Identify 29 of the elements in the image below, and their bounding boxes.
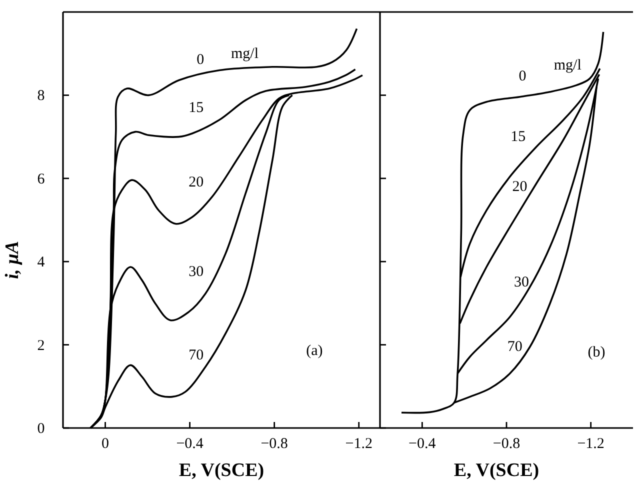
series-label: 0 xyxy=(196,52,204,68)
x-tick-label: −0.4 xyxy=(176,436,204,452)
y-tick-label: 4 xyxy=(37,254,46,271)
annotation: (a) xyxy=(306,343,323,360)
annotation: (b) xyxy=(588,344,606,360)
y-tick-label: 8 xyxy=(37,88,45,104)
series-label: 0 xyxy=(518,68,526,85)
y-axis-title: i, μA xyxy=(2,240,23,280)
series-label: 70 xyxy=(188,347,204,364)
x-axis-title: E, V(SCE) xyxy=(454,460,540,481)
series-label: 30 xyxy=(514,274,529,291)
annotation: mg/l xyxy=(230,46,259,62)
annotation: mg/l xyxy=(554,57,582,74)
x-tick-label: −0.8 xyxy=(492,436,520,452)
x-tick-label: −0.8 xyxy=(260,436,288,452)
series-label: 70 xyxy=(507,339,522,356)
series-label: 20 xyxy=(512,178,528,195)
x-tick-label: −0.4 xyxy=(408,436,436,452)
y-tick-label: 2 xyxy=(37,338,45,354)
x-tick-label: 0 xyxy=(102,436,110,452)
x-tick-label: −1.2 xyxy=(577,436,604,452)
y-tick-label: 6 xyxy=(37,171,46,188)
series-label: 20 xyxy=(188,174,204,191)
y-tick-label: 0 xyxy=(37,421,45,437)
series-label: 15 xyxy=(188,100,204,116)
series-label: 15 xyxy=(510,128,526,145)
x-axis-title: E, V(SCE) xyxy=(178,460,264,481)
x-tick-label: −1.2 xyxy=(345,436,372,452)
series-label: 30 xyxy=(188,264,204,280)
